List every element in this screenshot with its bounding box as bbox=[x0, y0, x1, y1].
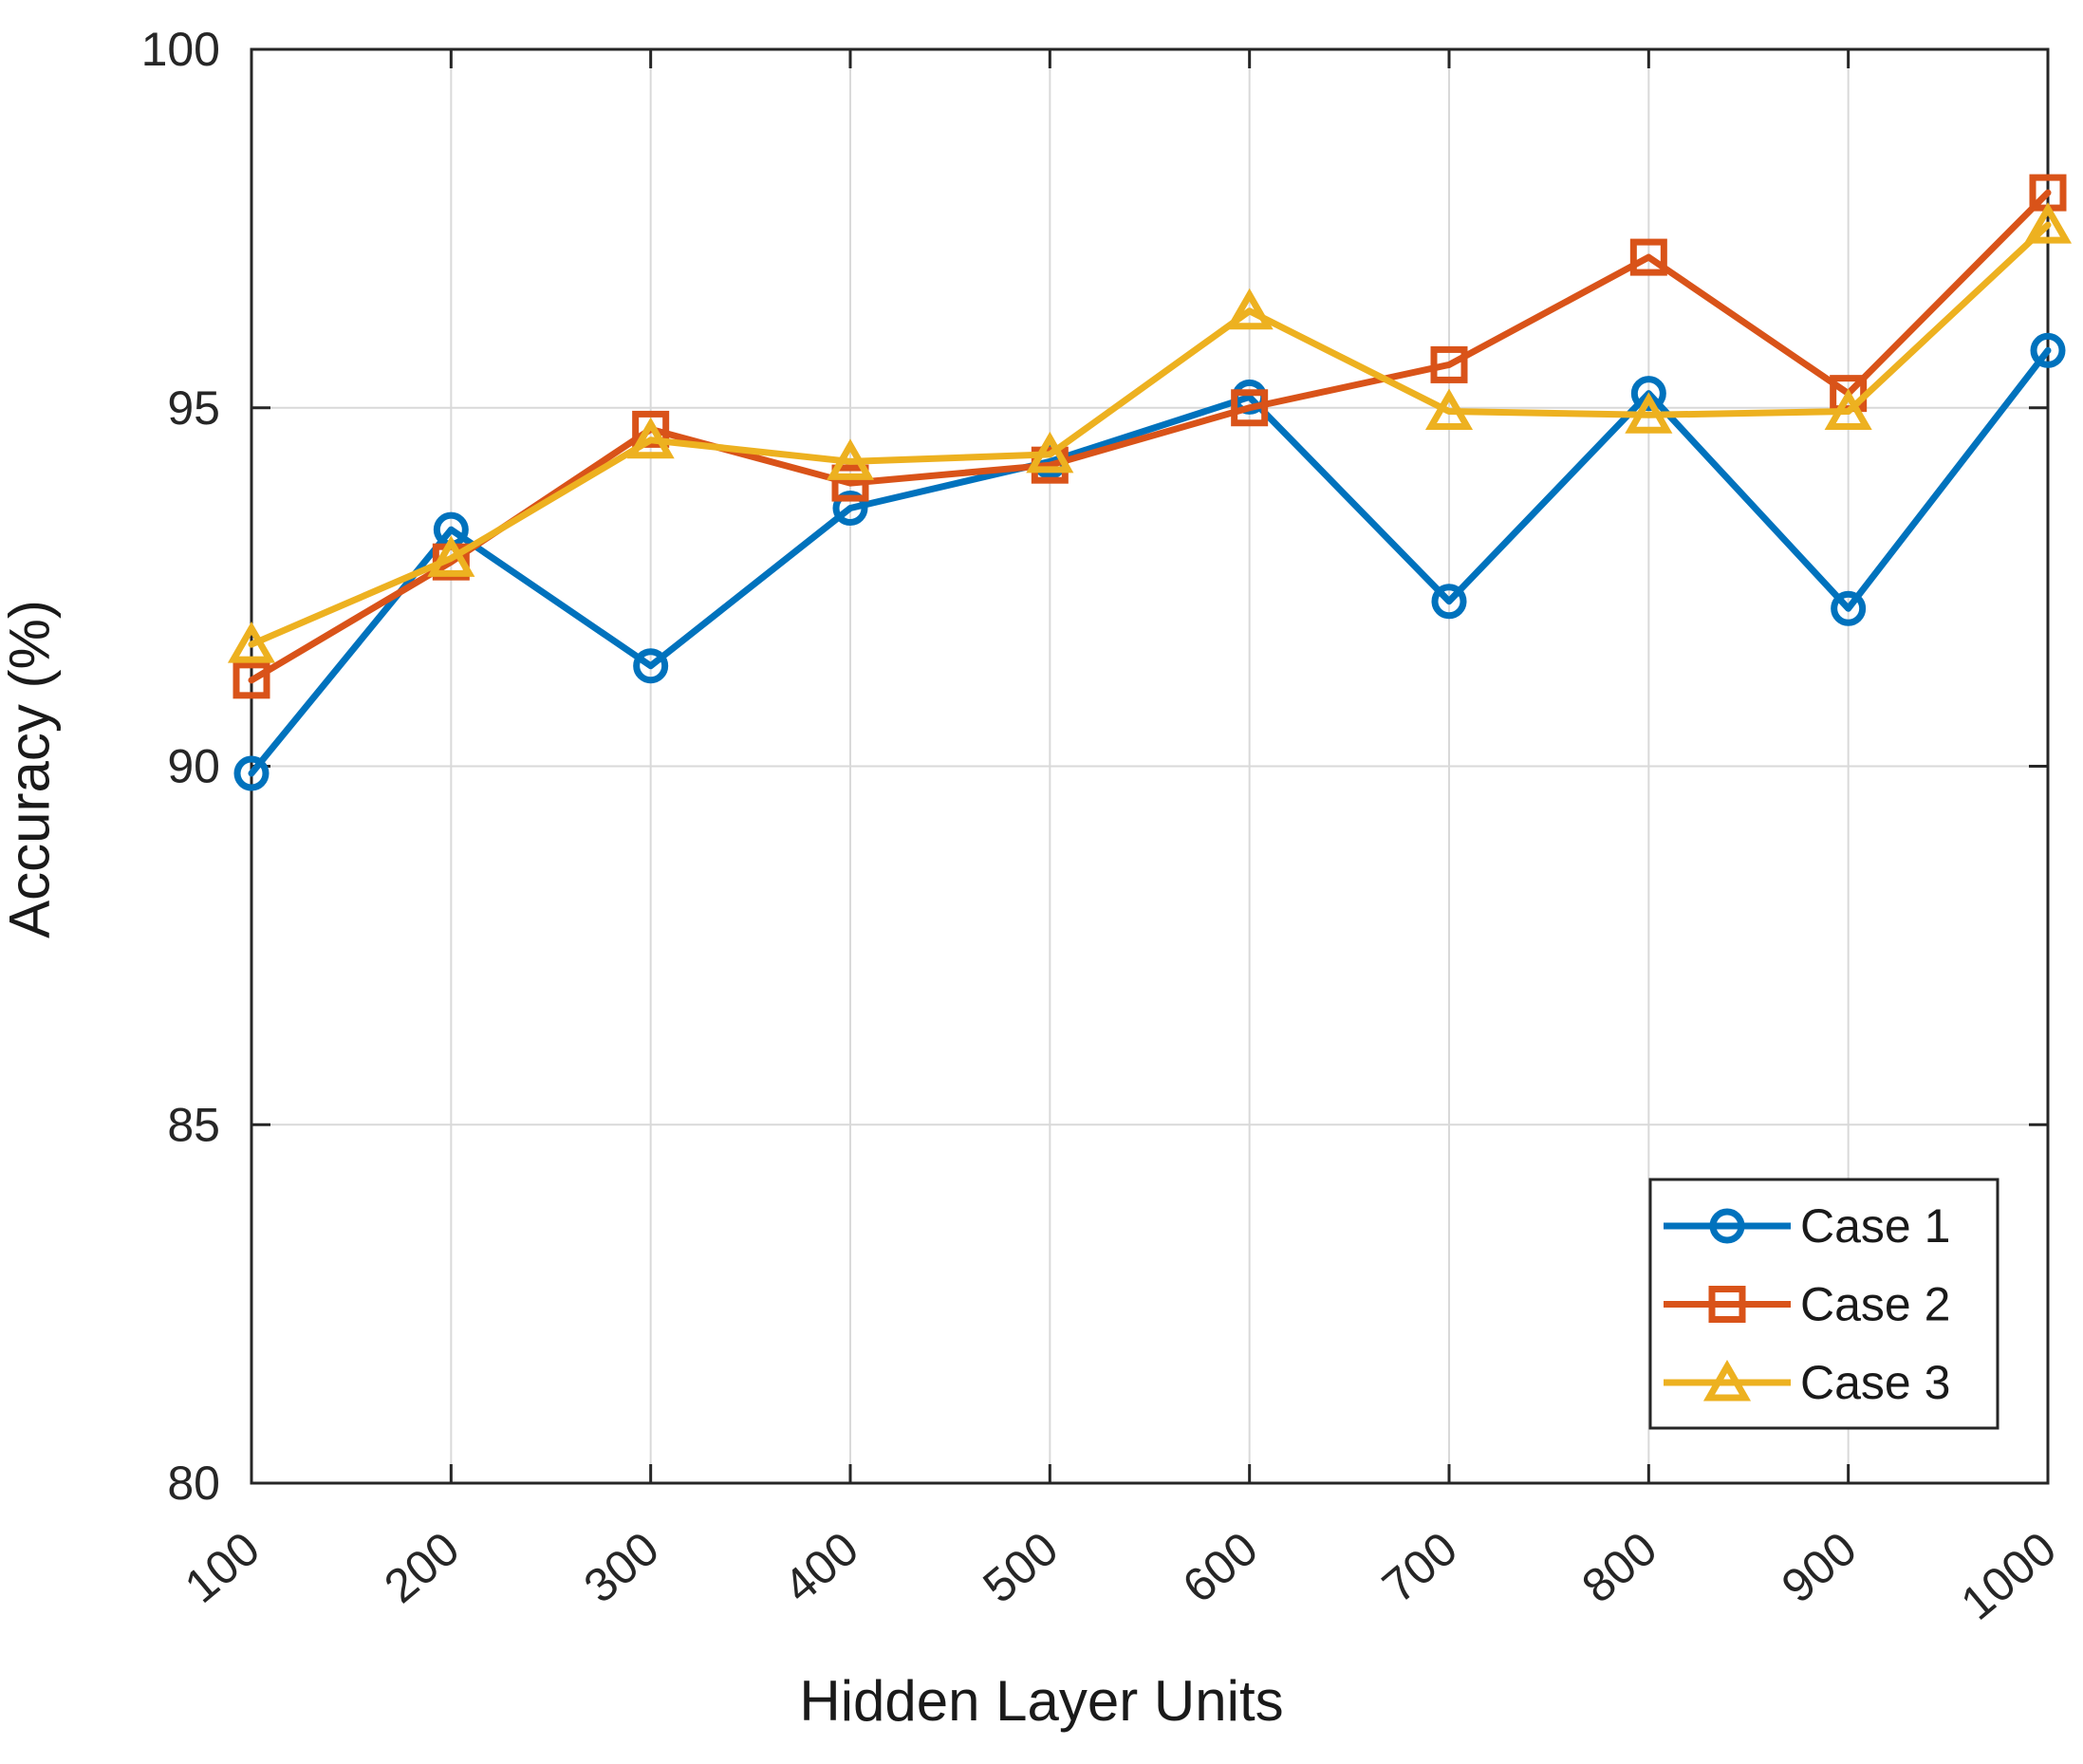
series-case-1-marker bbox=[233, 755, 270, 791]
x-tick-label: 200 bbox=[374, 1522, 469, 1614]
series-case-3-marker bbox=[826, 438, 875, 480]
series-case-2-marker bbox=[1430, 345, 1468, 383]
legend-case-2-label: Case 2 bbox=[1800, 1278, 1950, 1331]
series-case-3-marker bbox=[2023, 202, 2073, 244]
legend-case-2-marker bbox=[1708, 1286, 1746, 1323]
y-tick-label: 100 bbox=[141, 23, 220, 76]
series-case-1-marker bbox=[633, 648, 669, 684]
y-tick-label: 95 bbox=[167, 381, 220, 435]
x-tick-label: 500 bbox=[973, 1522, 1068, 1614]
series-case-3-marker bbox=[1225, 288, 1274, 330]
series-case-3-marker bbox=[1824, 388, 1872, 431]
axes-box bbox=[250, 47, 2050, 1485]
series-case-1-marker bbox=[1630, 376, 1666, 412]
series-case-3-line bbox=[248, 221, 2052, 648]
x-tick-label: 900 bbox=[1772, 1522, 1867, 1614]
series-case-2-marker bbox=[232, 661, 270, 699]
series-case-2-line bbox=[248, 189, 2052, 684]
x-tick-label: 800 bbox=[1572, 1522, 1666, 1614]
x-tick-label: 300 bbox=[574, 1522, 669, 1614]
y-tick-label: 85 bbox=[167, 1098, 220, 1151]
series-case-1-line bbox=[248, 346, 2052, 777]
series-case-3-marker bbox=[1424, 388, 1474, 431]
x-tick-label: 400 bbox=[773, 1522, 868, 1614]
series-case-3-marker bbox=[227, 622, 276, 663]
series-case-3-marker bbox=[427, 535, 475, 577]
series-case-3-marker bbox=[626, 417, 675, 459]
legend-case-3-marker bbox=[1702, 1359, 1752, 1402]
legend-case-1-label: Case 1 bbox=[1800, 1199, 1950, 1253]
x-tick-label: 1000 bbox=[1951, 1522, 2066, 1630]
series-case-2-marker bbox=[1231, 389, 1269, 427]
series-case-1-marker bbox=[2030, 332, 2066, 368]
x-tick-label: 700 bbox=[1372, 1522, 1467, 1614]
y-tick-label: 80 bbox=[167, 1457, 220, 1510]
series-case-1-marker bbox=[1431, 584, 1467, 620]
series-case-3-marker bbox=[1625, 392, 1673, 434]
x-tick-label: 100 bbox=[175, 1522, 270, 1614]
legend-case-3-label: Case 3 bbox=[1800, 1356, 1950, 1409]
series-case-1-marker bbox=[1831, 590, 1867, 626]
x-tick-label: 600 bbox=[1173, 1522, 1268, 1614]
legend-case-1-marker bbox=[1709, 1208, 1745, 1244]
x-axis-title: Hidden Layer Units bbox=[799, 1669, 1284, 1733]
series-case-1-marker bbox=[832, 491, 868, 527]
series-case-2-marker bbox=[831, 464, 869, 502]
y-axis-title: Accuracy (%) bbox=[0, 600, 62, 938]
series-case-2-marker bbox=[632, 410, 670, 448]
series-case-3-marker bbox=[1026, 431, 1074, 473]
y-tick-label: 90 bbox=[167, 740, 220, 793]
series-case-2-marker bbox=[1629, 238, 1667, 276]
